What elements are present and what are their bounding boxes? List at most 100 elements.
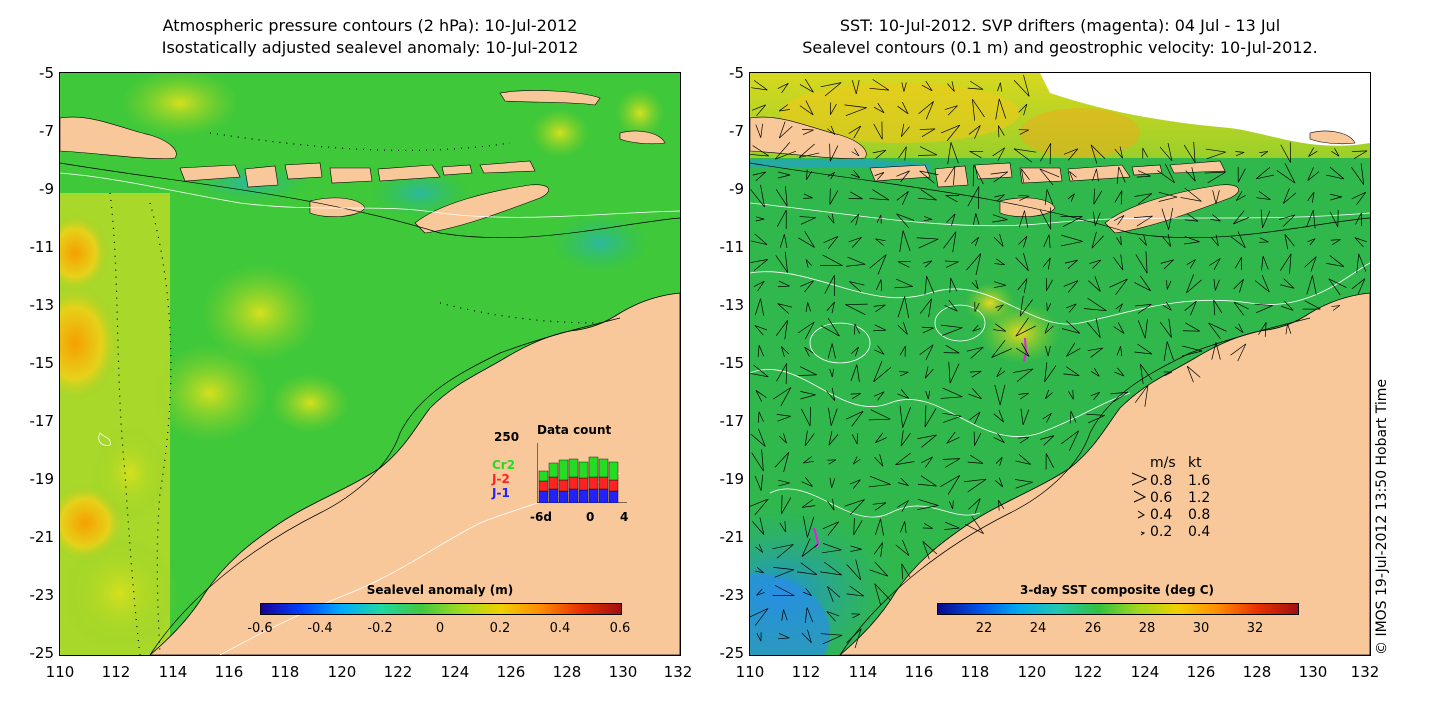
velocity-arrow (1042, 412, 1052, 423)
velocity-arrow (1306, 275, 1317, 295)
velocity-arrow (829, 368, 835, 378)
velocity-arrow (1326, 255, 1345, 267)
velocity-arrow (779, 433, 787, 444)
velocity-arrow (773, 387, 792, 407)
velocity-arrow (820, 82, 842, 97)
velocity-arrow (973, 213, 980, 225)
velocity-arrow (751, 449, 764, 472)
sla-tick-0: -0.6 (247, 621, 273, 636)
velocity-arrow (922, 260, 933, 268)
velocity-arrow (822, 543, 842, 554)
velocity-arrow (1018, 195, 1030, 201)
velocity-arrow (774, 142, 797, 160)
velocity-arrow (972, 164, 984, 187)
velocity-arrow (897, 500, 909, 512)
velocity-arrow (804, 607, 814, 624)
right-xtick-5: 120 (1017, 663, 1047, 681)
velocity-arrow (826, 301, 835, 314)
velocity-arrow (1137, 319, 1148, 339)
velocity-arrow (826, 611, 840, 622)
velocity-arrow (969, 150, 984, 159)
legend-kt-0: 1.6 (1188, 473, 1211, 489)
velocity-arrow (850, 213, 860, 226)
velocity-arrow (1351, 150, 1368, 159)
sst-north-islands (1309, 130, 1356, 145)
velocity-arrow (918, 146, 938, 156)
histogram-bar (558, 479, 569, 492)
histogram-bar (608, 479, 619, 492)
velocity-arrow (874, 583, 891, 606)
velocity-arrow (777, 171, 791, 179)
left-xtick-10: 130 (608, 663, 638, 681)
velocity-arrow (1093, 188, 1103, 205)
velocity-arrow (820, 633, 843, 645)
left-ytick-9: -23 (29, 586, 55, 604)
left-map-panel: Data count 250 Cr2 J-2 J-1 -6d 0 4 Seale… (59, 72, 681, 656)
velocity-arrow (1086, 413, 1105, 424)
velocity-arrow (801, 406, 811, 427)
velocity-arrow (894, 278, 913, 289)
velocity-arrow (969, 411, 981, 425)
velocity-arrow (1113, 215, 1125, 225)
velocity-arrow (1114, 367, 1125, 377)
right-ytick-7: -19 (719, 470, 745, 488)
velocity-arrow (1308, 147, 1318, 157)
velocity-arrow (829, 143, 839, 162)
velocity-arrow (1254, 275, 1270, 293)
velocity-arrow (1113, 322, 1125, 334)
velocity-arrow (1015, 252, 1029, 272)
velocity-arrow (1351, 163, 1365, 185)
velocity-arrow (995, 477, 1004, 488)
histogram-bar (598, 476, 609, 490)
velocity-arrow (1237, 166, 1246, 183)
velocity-arrow (750, 259, 769, 271)
velocity-arrow (775, 251, 788, 273)
left-xtick-2: 114 (158, 663, 188, 681)
velocity-arrow (942, 458, 961, 468)
velocity-arrow (869, 254, 887, 275)
velocity-arrow (750, 364, 769, 378)
legend-kt-2: 0.8 (1188, 507, 1211, 523)
right-ytick-10: -25 (719, 644, 745, 662)
velocity-arrow (852, 456, 861, 465)
velocity-arrow (901, 563, 911, 580)
data-count-title: Data count (537, 423, 612, 437)
data-count-histogram (537, 443, 627, 503)
histogram-bar (538, 470, 549, 482)
velocity-arrow (873, 542, 883, 557)
velocity-arrow (1018, 129, 1029, 135)
velocity-arrow (805, 259, 812, 268)
velocity-arrow (802, 516, 815, 538)
velocity-arrow (1060, 234, 1083, 247)
velocity-arrow (1280, 142, 1291, 163)
velocity-arrow (1185, 167, 1196, 182)
velocity-arrow (895, 452, 915, 466)
velocity-arrow (1063, 280, 1079, 293)
geostrophic-velocity-arrows (750, 74, 1368, 649)
velocity-arrow (1210, 214, 1221, 222)
velocity-arrow (942, 412, 962, 423)
velocity-arrow (1013, 74, 1030, 97)
velocity-arrow (991, 339, 1012, 358)
velocity-arrow (1330, 193, 1342, 201)
velocity-arrow (1233, 210, 1250, 225)
velocity-arrow (1066, 342, 1081, 357)
velocity-arrow (900, 430, 911, 447)
velocity-arrow (1060, 430, 1080, 451)
velocity-arrow (993, 409, 1005, 423)
velocity-arrow (798, 321, 815, 340)
velocity-arrow (1180, 187, 1202, 202)
velocity-arrow (921, 80, 933, 92)
histogram-bar (548, 476, 559, 490)
velocity-arrow (1276, 163, 1296, 184)
velocity-arrow (1139, 363, 1153, 384)
right-ytick-8: -21 (719, 528, 745, 546)
velocity-arrow (1355, 212, 1362, 226)
velocity-arrow (1158, 191, 1178, 202)
north-islands (499, 90, 666, 145)
timor-island (414, 184, 550, 234)
velocity-arrow (1234, 256, 1243, 270)
java-bali-land (60, 116, 177, 159)
sla-tick-2: -0.2 (367, 621, 393, 636)
velocity-arrow (777, 303, 793, 314)
